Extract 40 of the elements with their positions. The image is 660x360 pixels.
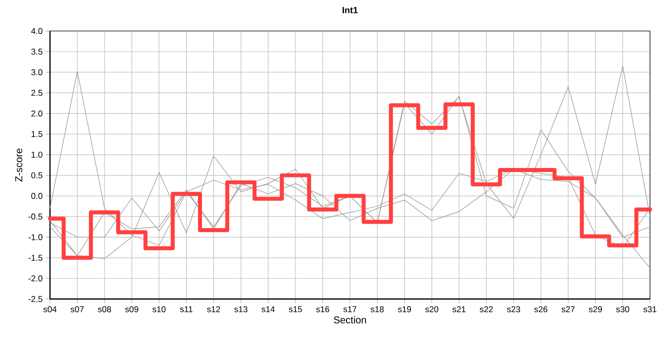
x-tick-label: s07: [70, 306, 84, 312]
x-tick-label: s23: [507, 306, 520, 312]
x-tick-label: s20: [425, 306, 438, 312]
x-tick-label: s31: [643, 306, 656, 312]
x-axis-title: Section: [334, 316, 366, 324]
y-tick-label: 1.5: [32, 131, 42, 138]
y-tick-label: 2.0: [31, 110, 42, 116]
chart-title: Int1: [342, 7, 358, 14]
x-tick-label: s16: [316, 306, 330, 312]
y-tick-label: -1.0: [28, 234, 42, 240]
x-tick-label: s18: [370, 306, 384, 312]
x-tick-label: s22: [480, 306, 493, 312]
x-tick-label: s12: [207, 306, 220, 312]
y-tick-label: -2.5: [28, 296, 42, 302]
y-tick-label: -2.0: [28, 275, 42, 282]
y-tick-label: -1.5: [28, 254, 42, 261]
y-tick-label: 4.0: [31, 28, 42, 34]
x-tick-label: s30: [616, 306, 630, 312]
x-tick-label: s19: [398, 306, 411, 312]
x-tick-label: s09: [125, 306, 138, 312]
y-tick-label: 1.0: [32, 152, 42, 158]
x-tick-label: s17: [343, 306, 356, 312]
y-tick-label: 0.0: [31, 192, 42, 199]
y-axis-title: Z-score: [15, 148, 22, 182]
x-tick-label: s11: [180, 306, 192, 312]
x-tick-label: s27: [562, 306, 575, 312]
y-tick-label: -0.5: [28, 214, 42, 220]
x-tick-label: s21: [452, 306, 466, 312]
x-tick-label: s14: [262, 306, 275, 312]
x-tick-label: s29: [588, 306, 602, 312]
y-tick-label: 2.5: [31, 90, 42, 96]
y-tick-label: 3.5: [31, 48, 42, 55]
y-tick-label: 3.0: [31, 69, 42, 76]
y-tick-label: 0.5: [31, 172, 42, 178]
x-tick-label: s26: [534, 306, 548, 312]
x-tick-label: s15: [288, 306, 302, 312]
x-tick-label: s04: [43, 306, 57, 312]
x-tick-label: s10: [152, 306, 166, 312]
x-tick-label: s08: [98, 306, 112, 312]
x-tick-label: s13: [234, 306, 248, 312]
